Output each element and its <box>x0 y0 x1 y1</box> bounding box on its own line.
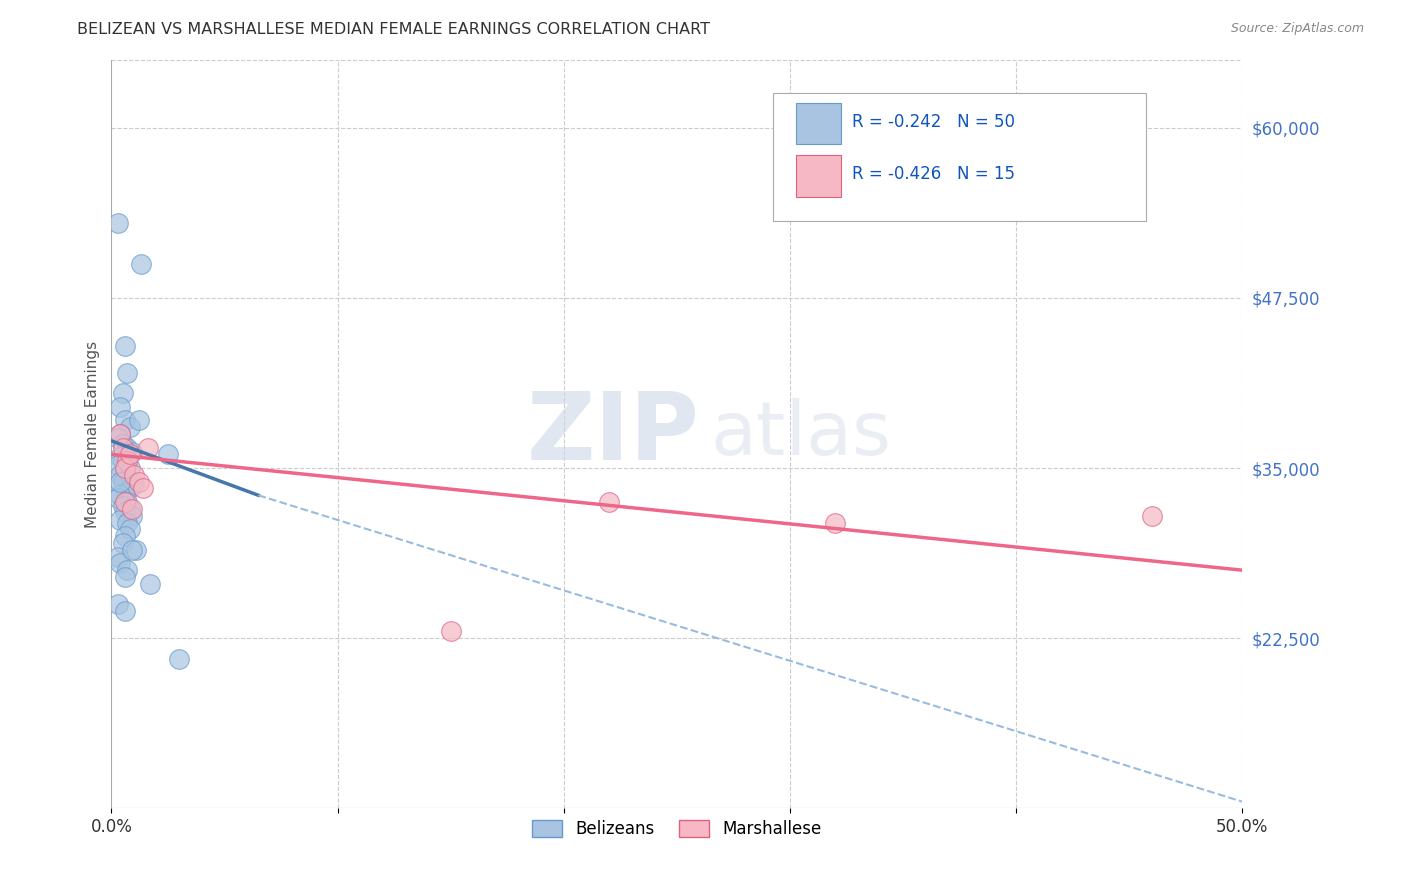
Point <box>115 516 138 530</box>
Point <box>1140 508 1163 523</box>
Point <box>115 563 138 577</box>
Text: atlas: atlas <box>711 398 891 470</box>
Y-axis label: Median Female Earnings: Median Female Earnings <box>86 341 100 527</box>
Point <box>114 413 136 427</box>
Point <box>114 461 136 475</box>
Point <box>118 420 141 434</box>
Point <box>114 570 136 584</box>
Point <box>115 441 138 455</box>
Point <box>114 447 136 461</box>
Point <box>111 441 134 455</box>
Point <box>111 475 134 489</box>
Point <box>118 522 141 536</box>
Point <box>121 444 143 458</box>
Point <box>167 651 190 665</box>
Point <box>125 542 148 557</box>
Point <box>110 557 132 571</box>
Point <box>107 549 129 564</box>
Point <box>139 576 162 591</box>
Text: R = -0.426   N = 15: R = -0.426 N = 15 <box>852 165 1015 183</box>
Point <box>107 431 129 445</box>
Point <box>115 472 138 486</box>
Point <box>111 499 134 513</box>
Point <box>114 464 136 478</box>
Point <box>107 458 129 473</box>
Point <box>122 467 145 482</box>
Bar <box>796 103 841 145</box>
Point <box>111 436 134 450</box>
Point <box>129 257 152 271</box>
Point <box>110 475 132 489</box>
Point <box>598 495 620 509</box>
Point <box>114 485 136 500</box>
Point <box>121 508 143 523</box>
Point <box>110 427 132 442</box>
Point <box>156 447 179 461</box>
Point <box>115 454 138 468</box>
Point <box>121 502 143 516</box>
Point <box>111 454 134 468</box>
Point <box>121 542 143 557</box>
Point <box>107 216 129 230</box>
Bar <box>796 155 841 196</box>
Point <box>110 427 132 442</box>
Point <box>118 502 141 516</box>
Point <box>111 386 134 401</box>
Point <box>118 482 141 496</box>
Point <box>824 516 846 530</box>
Point <box>122 477 145 491</box>
Point <box>110 513 132 527</box>
Point <box>115 495 138 509</box>
Text: ZIP: ZIP <box>527 388 699 480</box>
Point <box>128 475 150 489</box>
Point <box>440 624 463 639</box>
Point <box>132 482 155 496</box>
Point <box>114 604 136 618</box>
FancyBboxPatch shape <box>773 94 1146 220</box>
Text: BELIZEAN VS MARSHALLESE MEDIAN FEMALE EARNINGS CORRELATION CHART: BELIZEAN VS MARSHALLESE MEDIAN FEMALE EA… <box>77 22 710 37</box>
Point <box>110 488 132 502</box>
Point <box>136 441 159 455</box>
Point <box>114 338 136 352</box>
Point <box>110 400 132 414</box>
Point <box>115 366 138 380</box>
Text: R = -0.242   N = 50: R = -0.242 N = 50 <box>852 112 1015 131</box>
Legend: Belizeans, Marshallese: Belizeans, Marshallese <box>524 814 828 845</box>
Point <box>118 447 141 461</box>
Point <box>107 491 129 505</box>
Point <box>110 450 132 465</box>
Point <box>114 505 136 519</box>
Point <box>114 495 136 509</box>
Text: Source: ZipAtlas.com: Source: ZipAtlas.com <box>1230 22 1364 36</box>
Point <box>107 597 129 611</box>
Point <box>128 413 150 427</box>
Point <box>110 467 132 482</box>
Point <box>114 529 136 543</box>
Point <box>111 536 134 550</box>
Point <box>118 461 141 475</box>
